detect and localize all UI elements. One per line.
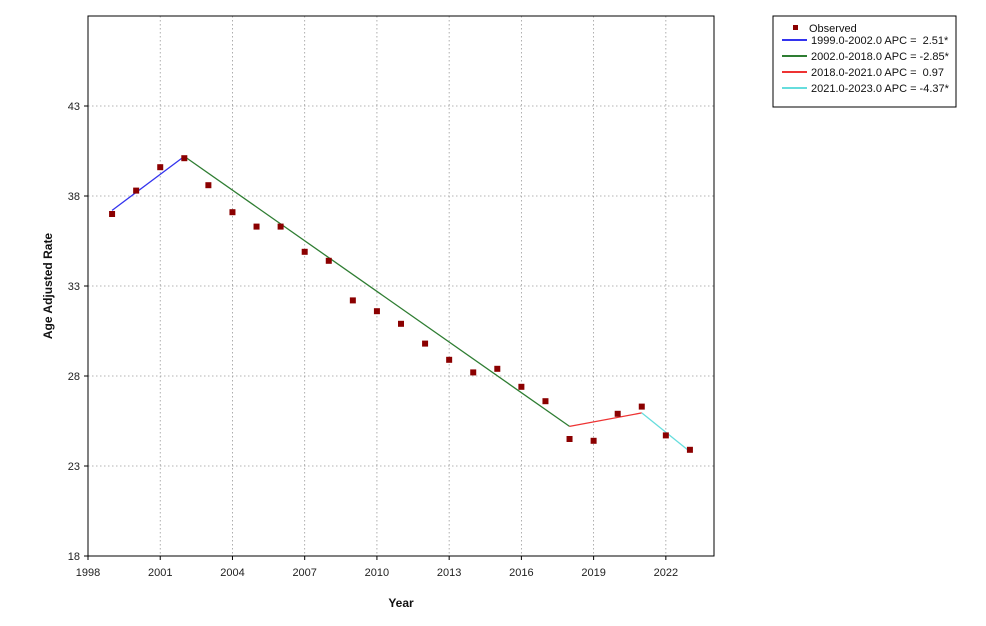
observed-points <box>109 155 693 453</box>
legend-label: 2018.0-2021.0 APC = 0.97 <box>811 67 944 79</box>
y-tick-label: 23 <box>68 461 80 473</box>
y-axis-title: Age Adjusted Rate <box>41 233 55 340</box>
x-tick-label: 2004 <box>220 567 244 579</box>
x-tick-label: 2016 <box>509 567 533 579</box>
legend-label: 2002.0-2018.0 APC = -2.85* <box>811 51 950 63</box>
x-tick-label: 2022 <box>654 567 678 579</box>
y-tick-label: 28 <box>68 371 80 383</box>
observed-point <box>662 432 669 439</box>
observed-point <box>229 209 236 216</box>
observed-point <box>446 356 453 363</box>
observed-point <box>590 437 597 444</box>
x-tick-label: 1998 <box>76 567 100 579</box>
observed-point <box>470 369 477 376</box>
observed-point <box>494 365 501 372</box>
x-axis-title: Year <box>388 596 414 610</box>
observed-point <box>277 223 284 230</box>
y-tick-label: 33 <box>68 281 80 293</box>
trend-segment <box>641 412 691 453</box>
x-tick-label: 2001 <box>148 567 172 579</box>
observed-point <box>614 410 621 417</box>
legend-label: 1999.0-2002.0 APC = 2.51* <box>811 35 949 47</box>
trend-segment <box>183 155 570 427</box>
y-tick-label: 38 <box>68 191 80 203</box>
legend-observed-label: Observed <box>809 23 857 35</box>
grid <box>88 16 714 556</box>
x-tick-label: 2019 <box>581 567 605 579</box>
observed-point <box>301 248 308 255</box>
observed-point <box>422 340 429 347</box>
x-tick-label: 2013 <box>437 567 461 579</box>
trend-lines <box>111 155 691 453</box>
observed-point <box>133 187 140 194</box>
x-axis: 1998 2001 2004 2007 2010 2013 2016 2019 2022 <box>76 556 678 579</box>
observed-point <box>542 398 549 405</box>
observed-point <box>325 257 332 264</box>
trend-segment <box>569 412 642 428</box>
observed-point <box>398 320 404 327</box>
observed-point <box>686 446 693 453</box>
observed-point <box>181 155 188 162</box>
x-tick-label: 2007 <box>292 567 316 579</box>
observed-point <box>373 308 380 315</box>
legend-observed-marker <box>793 25 798 30</box>
observed-point <box>349 297 356 304</box>
y-tick-label: 18 <box>68 551 80 563</box>
x-tick-label: 2010 <box>365 567 389 579</box>
observed-point <box>566 436 573 442</box>
y-axis: 18 23 28 33 38 43 <box>68 101 88 563</box>
legend-label: 2021.0-2023.0 APC = -4.37* <box>811 83 950 95</box>
observed-point <box>518 383 525 390</box>
legend-box <box>772 15 957 108</box>
observed-point <box>253 223 260 230</box>
observed-point <box>109 211 116 217</box>
trend-segment <box>111 155 185 211</box>
observed-point <box>638 403 645 410</box>
observed-point <box>205 182 212 189</box>
observed-point <box>157 164 164 171</box>
y-tick-label: 43 <box>68 101 80 113</box>
